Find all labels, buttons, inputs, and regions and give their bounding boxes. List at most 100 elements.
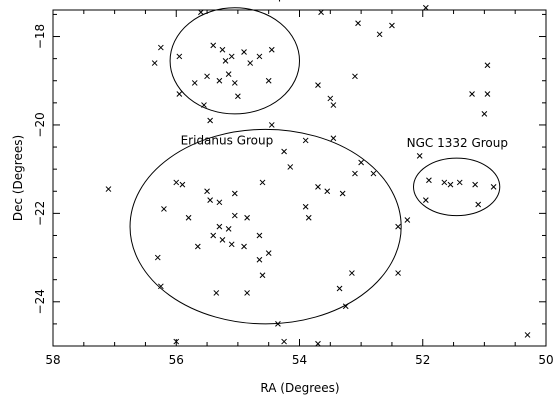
group-ellipse xyxy=(129,128,402,325)
data-point xyxy=(244,214,250,221)
data-point xyxy=(210,232,217,239)
x-tick-label: 54 xyxy=(292,353,307,367)
data-point xyxy=(426,177,432,184)
data-point xyxy=(241,49,247,55)
data-point xyxy=(173,338,180,345)
data-point xyxy=(207,117,213,124)
y-axis-title: Dec (Degrees) xyxy=(11,135,25,221)
x-tick-label: 56 xyxy=(169,353,184,367)
data-point xyxy=(222,57,229,64)
data-point xyxy=(315,82,321,89)
data-point xyxy=(161,206,167,212)
data-point xyxy=(469,91,475,97)
data-point xyxy=(176,91,183,97)
data-point xyxy=(198,9,204,16)
group-label: NGC 1332 Group xyxy=(407,136,508,150)
data-point xyxy=(395,270,401,276)
data-point xyxy=(225,71,232,77)
data-point xyxy=(472,181,478,188)
data-point xyxy=(404,217,411,223)
data-point xyxy=(352,73,358,80)
data-point xyxy=(247,60,254,66)
data-point xyxy=(376,31,383,38)
data-point xyxy=(355,20,361,27)
data-point xyxy=(336,285,343,292)
group-ellipse xyxy=(169,7,300,115)
data-point xyxy=(204,188,210,195)
data-point xyxy=(281,148,287,155)
data-point xyxy=(281,338,287,345)
data-point xyxy=(191,80,198,86)
data-point xyxy=(484,91,491,97)
x-tick-label: 58 xyxy=(45,353,60,367)
data-point xyxy=(339,190,346,197)
group-label: NGC 1407 Group xyxy=(184,0,285,2)
data-point xyxy=(265,77,272,84)
group-ellipse xyxy=(413,157,501,217)
data-point xyxy=(389,22,395,29)
y-tick-label: −20 xyxy=(33,112,47,137)
data-point xyxy=(302,137,309,144)
x-tick-label: 50 xyxy=(538,353,553,367)
data-point xyxy=(370,170,377,177)
data-point xyxy=(327,95,334,102)
data-point xyxy=(358,159,364,166)
data-point xyxy=(173,179,180,186)
data-point xyxy=(179,181,186,188)
data-point xyxy=(231,80,238,86)
data-point xyxy=(157,44,164,51)
data-point xyxy=(154,254,161,261)
data-point xyxy=(259,272,266,279)
y-tick-label: −24 xyxy=(33,289,47,314)
data-point xyxy=(151,60,158,66)
data-point xyxy=(330,135,337,142)
data-point xyxy=(256,53,263,60)
data-point xyxy=(216,223,223,230)
data-point xyxy=(484,62,491,69)
data-point xyxy=(481,111,488,117)
data-point xyxy=(524,332,531,338)
data-point xyxy=(235,93,241,100)
data-point xyxy=(225,225,232,232)
data-point xyxy=(490,183,497,190)
data-point xyxy=(330,102,337,108)
data-point xyxy=(275,321,281,327)
data-point xyxy=(416,153,423,159)
data-point xyxy=(228,241,235,248)
data-point xyxy=(315,340,321,347)
data-point xyxy=(207,197,213,203)
data-point xyxy=(268,46,275,53)
data-point xyxy=(219,237,226,243)
data-point xyxy=(422,197,429,203)
plot-axes: 58 56 54 52 50 −24 −22 −20 −18 xyxy=(33,9,554,367)
data-point xyxy=(475,201,482,208)
y-tick-label: −22 xyxy=(33,201,47,226)
data-point xyxy=(194,243,201,250)
data-point xyxy=(324,188,331,195)
data-point xyxy=(287,164,294,170)
data-point xyxy=(219,46,226,53)
data-point xyxy=(259,179,266,186)
data-point xyxy=(305,214,312,221)
group-ellipses: NGC 1407 Group Eridanus Group NGC 1332 Gro… xyxy=(129,0,508,325)
data-points xyxy=(105,4,531,347)
x-tick-label: 52 xyxy=(415,353,430,367)
data-point xyxy=(422,4,429,11)
data-point xyxy=(265,250,272,257)
data-point xyxy=(231,190,238,197)
data-point xyxy=(447,181,454,188)
data-point xyxy=(185,214,192,221)
data-point xyxy=(349,270,355,276)
data-point xyxy=(395,223,401,230)
data-point xyxy=(210,42,217,49)
data-point xyxy=(228,53,235,60)
data-point xyxy=(315,183,321,190)
group-label: Eridanus Group xyxy=(181,134,274,148)
data-point xyxy=(176,53,183,60)
data-point xyxy=(352,170,358,177)
x-axis-title: RA (Degrees) xyxy=(260,381,339,395)
data-point xyxy=(256,232,263,239)
data-point xyxy=(456,179,463,186)
data-point xyxy=(302,203,309,210)
